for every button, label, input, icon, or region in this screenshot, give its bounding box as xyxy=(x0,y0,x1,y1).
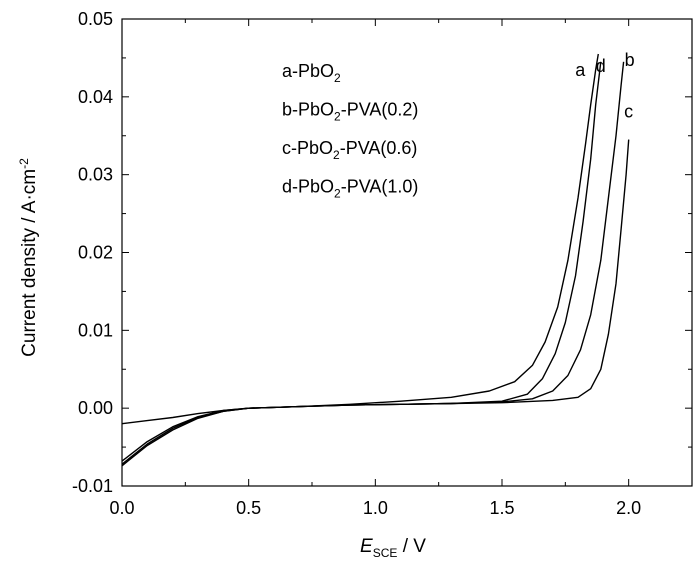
x-tick-label: 1.5 xyxy=(489,498,514,518)
x-tick-label: 0.0 xyxy=(109,498,134,518)
tick-labels: 0.0 0.5 1.0 1.5 2.0 -0.01 0.00 0.01 0.02 0.03 0.04… xyxy=(72,9,641,518)
curve-label-d: d xyxy=(596,56,606,76)
legend-text-part: d-PbO xyxy=(282,177,334,197)
y-tick-label: -0.01 xyxy=(72,476,113,496)
legend-entry: c-PbO2-PVA(0.6) xyxy=(282,138,417,162)
legend: a-PbO2b-PbO2-PVA(0.2)c-PbO2-PVA(0.6)d-Pb… xyxy=(282,61,418,201)
y-axis-title: Current density / A·cm-2 xyxy=(17,158,40,357)
series-line-b xyxy=(121,61,625,465)
legend-text-part: c-PbO xyxy=(282,138,333,158)
series-line-c xyxy=(121,139,630,467)
y-tick-label: 0.04 xyxy=(78,87,113,107)
legend-subscript: 2 xyxy=(333,148,340,162)
x-axis-title-unit: / V xyxy=(397,536,426,557)
legend-subscript: 2 xyxy=(334,187,341,201)
x-tick-label: 2.0 xyxy=(616,498,641,518)
y-tick-label: 0.01 xyxy=(78,320,113,340)
legend-entry: d-PbO2-PVA(1.0) xyxy=(282,177,418,201)
curve-label-c: c xyxy=(624,102,633,122)
curve-label-b: b xyxy=(625,50,635,70)
y-axis-title-superscript: -2 xyxy=(17,158,31,169)
x-tick-label: 1.0 xyxy=(363,498,388,518)
y-tick-label: 0.05 xyxy=(78,9,113,29)
series-line-d xyxy=(121,61,602,462)
legend-text-part: a-PbO xyxy=(282,61,334,81)
x-axis-title: ESCE / V xyxy=(360,536,426,560)
legend-entry: a-PbO2 xyxy=(282,61,341,85)
curve-labels: a b c d xyxy=(575,50,634,122)
x-tick-label: 0.5 xyxy=(236,498,261,518)
y-tick-label: 0.02 xyxy=(78,243,113,263)
x-axis-title-subscript: SCE xyxy=(373,546,398,560)
legend-subscript: 2 xyxy=(334,71,341,85)
legend-text-part: -PVA(0.6) xyxy=(340,138,418,158)
legend-text-part: -PVA(0.2) xyxy=(341,100,419,120)
series-lines xyxy=(121,53,630,467)
legend-subscript: 2 xyxy=(334,110,341,124)
x-axis-title-main: E xyxy=(360,536,373,557)
curve-label-a: a xyxy=(575,60,586,80)
y-axis-title-main: Current density / A·cm xyxy=(19,169,40,357)
y-tick-label: 0.03 xyxy=(78,165,113,185)
legend-text-part: -PVA(1.0) xyxy=(341,177,419,197)
series-line-a xyxy=(121,53,599,425)
legend-entry: b-PbO2-PVA(0.2) xyxy=(282,100,418,124)
legend-text-part: b-PbO xyxy=(282,100,334,120)
y-tick-label: 0.00 xyxy=(78,398,113,418)
axis-ticks xyxy=(121,18,692,487)
